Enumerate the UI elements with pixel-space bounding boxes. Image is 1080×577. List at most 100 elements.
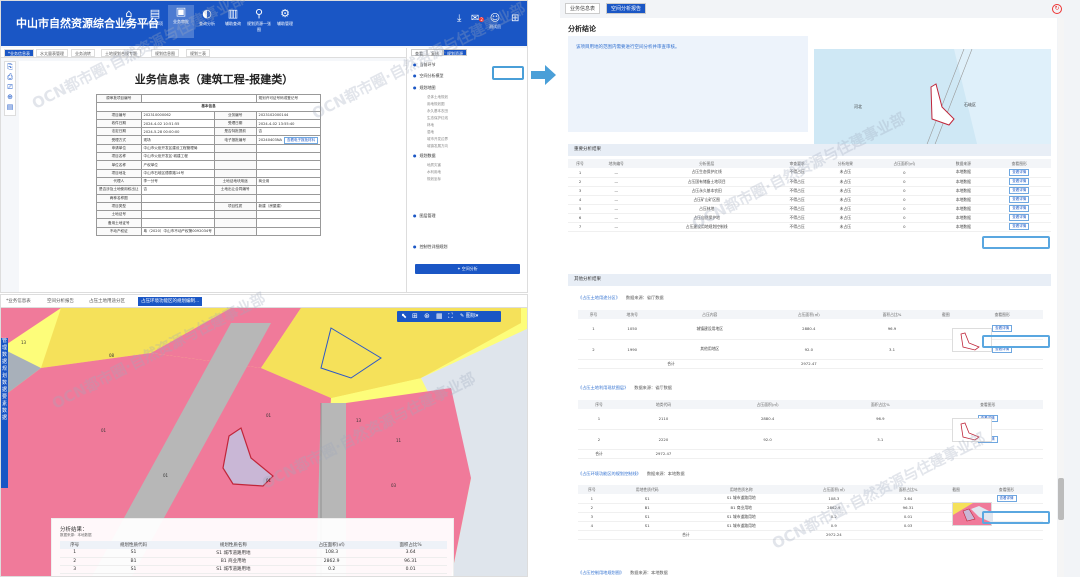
form-label: 是否特批提前 — [213, 127, 257, 137]
user-name: 测试员 — [489, 24, 501, 29]
table-cell: 1 — [578, 409, 620, 430]
tab-flow[interactable]: 业务流转 — [71, 49, 95, 57]
view-details-button[interactable]: 查看详情 — [1009, 187, 1030, 194]
nav-map[interactable]: ⚲ 规划资源一张图 — [247, 7, 271, 32]
tab-land-plan[interactable]: 土地规划合规专题 — [101, 49, 141, 57]
table-cell: 未占压 — [821, 213, 870, 223]
nav-manage[interactable]: ⚙ 辅助管理 — [272, 7, 298, 27]
tab-plan-tables[interactable]: 规划三表 — [186, 49, 210, 57]
layers-icon[interactable]: ⊞ — [412, 312, 418, 320]
tab-business-info[interactable]: *业务信息表 — [6, 299, 31, 304]
right-item-0[interactable]: 当前环节 — [413, 62, 436, 68]
view-details-button[interactable]: 查看详情 — [1009, 205, 1030, 212]
view-details-button[interactable]: 查看详情 — [992, 325, 1013, 333]
right-item-5[interactable]: 控制性详细规划 — [413, 244, 448, 250]
scrollbar-thumb[interactable] — [1058, 478, 1064, 520]
right-sub-item[interactable]: 生态保护红线 — [427, 116, 448, 120]
column-header: 用地性质名称 — [688, 485, 794, 494]
doc-icon[interactable]: ▤ — [6, 103, 14, 111]
right-sub-item[interactable]: 规划坐标 — [427, 177, 441, 181]
apps-grid-icon[interactable]: ⊞ — [511, 13, 520, 24]
table-cell: 3 — [60, 565, 90, 574]
nav-home[interactable]: ⌂ 首页 — [116, 7, 142, 27]
location-icon: ⚲ — [254, 7, 264, 20]
tab-business-info[interactable]: 业务信息表 — [565, 3, 601, 14]
form-value: 2024-5-28 00:00:00 — [140, 127, 215, 137]
add-icon[interactable]: ⊕ — [7, 93, 13, 101]
grid-icon[interactable]: ▦ — [436, 312, 443, 320]
right-sub-item[interactable]: 湿地 — [427, 130, 434, 134]
rtab-plan-resource[interactable]: 规划资源 — [443, 49, 467, 56]
right-item-3[interactable]: 规划数据 — [413, 153, 436, 159]
right-sub-item[interactable]: 总体土地规划 — [427, 95, 448, 99]
form-label: 是否涉及土地使用权出让 — [96, 185, 142, 195]
tab-plan-info[interactable]: 规划信息图 — [151, 49, 179, 57]
draw-menu[interactable]: ✎ 图标▾ — [460, 313, 479, 319]
column-header: 序号 — [578, 400, 620, 409]
table-cell: 不得占压 — [773, 222, 822, 232]
right-sub-item[interactable]: 水利用地 — [427, 170, 441, 174]
tab-land-use[interactable]: 占压土地用途分区 — [89, 299, 125, 304]
tab-plan-control[interactable]: 占压环境功能区的规划编制... — [138, 297, 203, 306]
total-label: 合计 — [578, 530, 794, 540]
user-avatar[interactable]: ☺ 测试员 — [489, 13, 501, 29]
download-icon[interactable]: ⤓ — [457, 13, 462, 24]
copy-icon[interactable]: ⎘ — [7, 63, 13, 71]
spatial-analysis-button[interactable]: ✦ 空间分析 — [415, 264, 520, 274]
print-icon[interactable]: ⎙ — [7, 73, 13, 81]
view-details-button[interactable]: 查看详情 — [1009, 223, 1030, 230]
view-details-button[interactable]: 查看详情 — [996, 494, 1017, 502]
nav-approval[interactable]: ▣ 业务审批 — [168, 5, 194, 38]
tab-business-info[interactable]: *业务信息表 — [4, 49, 34, 57]
report-map[interactable]: 河北 石岐区 — [814, 49, 1051, 152]
left-side-strip[interactable]: 管理数据规划数据要素数据 — [1, 338, 8, 488]
close-icon[interactable]: ↻ — [1052, 4, 1062, 14]
home-icon: ⌂ — [125, 7, 133, 20]
right-item-4[interactable]: 图层管理 — [413, 213, 436, 219]
chart-icon: ◐ — [202, 7, 212, 20]
scrollbar[interactable] — [1058, 18, 1064, 577]
view-details-button[interactable]: 查看详情 — [1009, 178, 1030, 185]
highlight-box — [982, 335, 1050, 348]
thumbnail-image[interactable] — [952, 328, 992, 352]
rtab-review[interactable]: 复核 — [427, 49, 443, 56]
right-sub-item[interactable]: 城镇发展方向 — [427, 144, 448, 148]
export-icon[interactable]: ⎚ — [7, 83, 13, 91]
other-results-header: 其他分析结果 — [568, 274, 1051, 286]
column-header: 占压面积(㎡) — [869, 159, 940, 168]
tab-spatial-report[interactable]: 空间分析报告 — [606, 3, 647, 14]
map-canvas[interactable]: 13 08 01 01 01 13 11 03 01 ⬉ ⊞ ⊛ ▦ ⛶ ✎ 图… — [1, 308, 527, 576]
fullscreen-icon[interactable]: ⛶ — [448, 312, 453, 320]
right-item-spatial[interactable]: 空间分析模型 — [413, 73, 444, 79]
table-row: 3 S1 S1 城市道路用地 0.2 0.01 — [60, 565, 447, 574]
tab-water[interactable]: 水太量表管理 — [36, 49, 68, 57]
nav-query[interactable]: ◐ 查询分析 — [194, 7, 220, 27]
view-materials-button[interactable]: 查看电子报批材料 — [284, 137, 318, 144]
target-icon[interactable]: ⊛ — [424, 312, 430, 320]
view-details-button[interactable]: 查看详情 — [1009, 196, 1030, 203]
thumbnail-image[interactable] — [952, 418, 992, 442]
column-header: 地类代码 — [620, 400, 707, 409]
nav-todo[interactable]: ▤ 待办事项 — [142, 7, 168, 27]
nav-assist[interactable]: ▥ 辅助查询 — [220, 7, 246, 27]
tab-spatial-report[interactable]: 空间分析报告 — [47, 299, 74, 304]
form-label: 代理人 — [96, 176, 142, 187]
rtab-view[interactable]: 查看 — [411, 49, 427, 56]
right-sub-item[interactable]: 林地 — [427, 123, 434, 127]
right-sub-item[interactable]: 永久基本农田 — [427, 109, 448, 113]
view-details-button[interactable]: 查看详情 — [1009, 214, 1030, 221]
table-cell: S1 城市道路用地 — [688, 512, 794, 522]
table-cell: 0 — [869, 204, 940, 214]
plan-control-table: 序号 用地性质代码 用地性质名称 占压面积(㎡) 面积占比% 截图 查看图形 1 S1 S1 城市… — [578, 485, 1043, 540]
bell-icon[interactable]: ✉2 — [471, 13, 484, 24]
column-header: 序号 — [578, 485, 606, 494]
analysis-source: 数据来源：本地数据 — [60, 533, 92, 537]
right-item-2[interactable]: 规划地图 — [413, 85, 436, 91]
right-sub-item[interactable]: 城市开发边界 — [427, 137, 448, 141]
pointer-icon[interactable]: ⬉ — [401, 312, 407, 320]
right-sub-item[interactable]: 地质灾害 — [427, 163, 441, 167]
table-cell: 2 — [578, 429, 620, 450]
right-sub-item[interactable]: 用地规划图 — [427, 102, 445, 106]
view-details-button[interactable]: 查看详情 — [1009, 168, 1030, 176]
report-map-drawing — [814, 49, 1051, 152]
